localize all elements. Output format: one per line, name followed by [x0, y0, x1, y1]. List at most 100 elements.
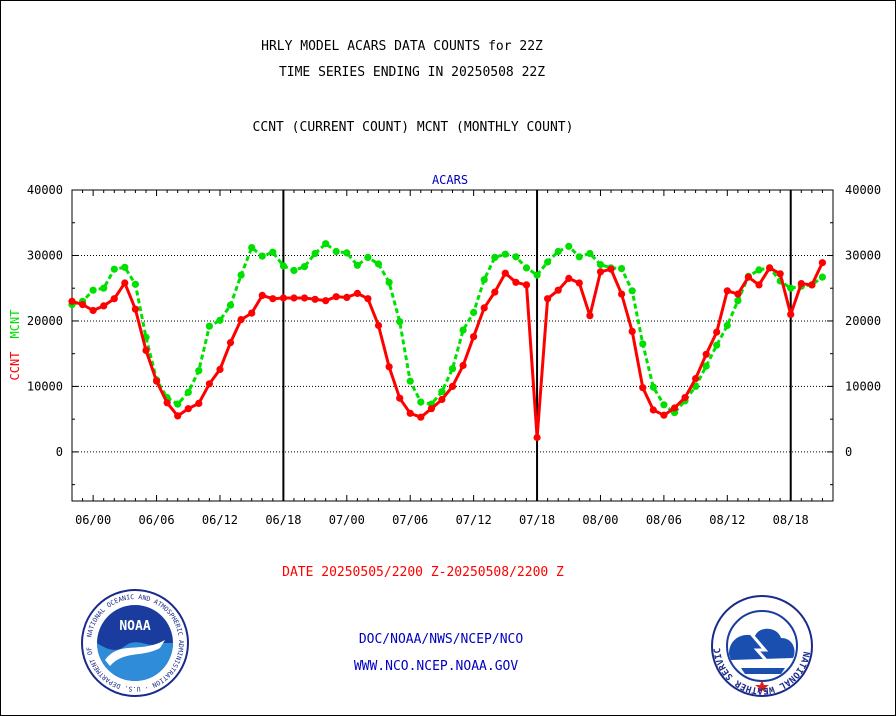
data-point-mcnt	[396, 318, 404, 326]
data-point-ccnt	[512, 278, 520, 286]
nws-logo: NATIONAL WEATHER SERVICE	[707, 594, 813, 697]
data-point-ccnt	[290, 294, 298, 302]
data-point-ccnt	[110, 295, 118, 303]
data-point-ccnt	[163, 399, 171, 407]
data-point-mcnt	[100, 284, 108, 292]
x-tick-label: 06/00	[75, 513, 111, 527]
data-point-mcnt	[512, 253, 520, 261]
y-tick-label-left: 30000	[27, 248, 63, 262]
y-tick-label-left: 10000	[27, 379, 63, 393]
y-axis-label-ccnt: CCNT	[8, 352, 22, 381]
y-tick-label-left: 20000	[27, 314, 63, 328]
data-point-mcnt	[110, 265, 118, 273]
data-point-mcnt	[343, 249, 351, 257]
data-point-mcnt	[237, 271, 245, 279]
data-point-ccnt	[660, 411, 668, 419]
noaa-logo: NOAA NATIONAL OCEANIC AND ATMOSPHERIC AD…	[80, 588, 189, 697]
data-point-mcnt	[649, 383, 657, 391]
series-line-ccnt	[71, 262, 824, 439]
data-point-ccnt	[79, 301, 87, 309]
data-point-ccnt	[174, 412, 182, 420]
data-point-mcnt	[279, 262, 287, 270]
data-point-ccnt	[618, 290, 626, 298]
data-point-ccnt	[491, 288, 499, 296]
x-tick-label: 08/18	[773, 513, 809, 527]
data-point-ccnt	[744, 273, 753, 281]
data-point-ccnt	[237, 316, 245, 324]
data-point-ccnt	[723, 287, 731, 295]
data-point-ccnt	[522, 281, 531, 289]
x-tick-label: 08/06	[646, 513, 682, 527]
data-point-mcnt	[734, 297, 742, 305]
noaa-logo-text: NOAA	[119, 619, 150, 634]
data-point-ccnt	[787, 310, 795, 318]
data-point-ccnt	[713, 328, 721, 336]
x-tick-label: 07/00	[329, 513, 365, 527]
data-point-mcnt	[491, 253, 499, 261]
y-tick-label-right: 10000	[845, 379, 881, 393]
data-point-mcnt	[311, 249, 319, 258]
x-tick-label: 06/18	[265, 513, 301, 527]
data-point-mcnt	[618, 265, 626, 273]
data-point-ccnt	[385, 363, 393, 371]
data-point-ccnt	[533, 433, 541, 442]
x-tick-label: 07/06	[392, 513, 428, 527]
data-point-ccnt	[184, 405, 192, 413]
data-point-mcnt	[205, 322, 213, 330]
data-point-ccnt	[459, 361, 467, 370]
data-point-ccnt	[269, 295, 277, 303]
data-point-mcnt	[533, 271, 541, 279]
data-point-ccnt	[565, 274, 573, 282]
data-point-ccnt	[448, 382, 457, 390]
data-point-ccnt	[226, 339, 235, 347]
data-point-mcnt	[723, 321, 731, 330]
data-point-ccnt	[332, 293, 340, 301]
data-point-ccnt	[300, 294, 309, 302]
x-tick-label: 07/12	[456, 513, 492, 527]
x-tick-label: 06/12	[202, 513, 238, 527]
data-point-mcnt	[713, 341, 721, 349]
data-point-mcnt	[522, 264, 531, 272]
data-point-mcnt	[501, 250, 509, 258]
data-point-ccnt	[628, 327, 636, 335]
y-tick-label-left: 0	[56, 445, 63, 459]
data-point-mcnt	[216, 316, 224, 324]
data-point-ccnt	[596, 268, 605, 276]
y-tick-label-right: 30000	[845, 248, 881, 262]
chart-series-title: ACARS	[432, 173, 468, 187]
data-point-ccnt	[374, 321, 383, 330]
data-point-ccnt	[353, 289, 361, 297]
data-point-ccnt	[438, 395, 446, 404]
data-point-ccnt	[195, 399, 203, 407]
link-doc-noaa[interactable]: DOC/NOAA/NWS/NCEP/NCO	[358, 632, 524, 647]
data-point-ccnt	[554, 286, 562, 294]
data-point-mcnt	[438, 388, 446, 396]
data-point-ccnt	[470, 333, 478, 341]
data-point-ccnt	[279, 294, 287, 302]
data-point-ccnt	[670, 404, 679, 412]
data-point-mcnt	[565, 242, 573, 250]
data-point-mcnt	[258, 252, 266, 260]
data-point-ccnt	[417, 413, 425, 421]
data-point-ccnt	[501, 269, 509, 277]
data-point-ccnt	[734, 290, 742, 298]
link-nco-website[interactable]: WWW.NCO.NCEP.NOAA.GOV	[353, 659, 519, 674]
data-point-ccnt	[427, 405, 435, 413]
data-point-ccnt	[776, 270, 784, 278]
data-point-ccnt	[322, 297, 330, 305]
data-point-ccnt	[586, 312, 594, 320]
data-point-ccnt	[649, 406, 657, 414]
data-point-ccnt	[311, 295, 319, 303]
data-point-ccnt	[68, 297, 76, 305]
data-point-ccnt	[607, 265, 615, 273]
y-tick-label-left: 40000	[27, 183, 63, 197]
x-tick-label: 06/06	[138, 513, 174, 527]
data-point-ccnt	[248, 309, 256, 317]
series-line-mcnt	[71, 242, 824, 415]
data-point-ccnt	[544, 295, 552, 303]
data-point-mcnt	[364, 253, 372, 261]
y-tick-label-right: 40000	[845, 183, 881, 197]
data-point-mcnt	[575, 253, 583, 261]
data-point-ccnt	[575, 279, 583, 287]
